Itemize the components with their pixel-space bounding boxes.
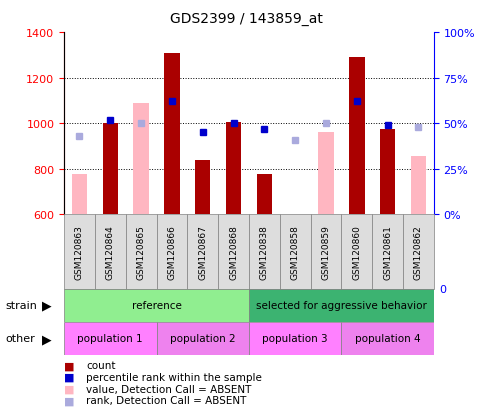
Bar [157,215,187,289]
Bar [134,104,149,215]
Text: population 4: population 4 [355,334,421,344]
Bar [311,215,341,289]
Text: GSM120859: GSM120859 [321,225,330,279]
Bar [380,130,395,215]
Text: ■: ■ [64,372,74,382]
Text: GSM120858: GSM120858 [291,225,300,279]
Text: GSM120867: GSM120867 [198,225,207,279]
Bar [64,322,157,355]
Text: ■: ■ [64,395,74,405]
Bar [280,215,311,289]
Text: GSM120860: GSM120860 [352,225,361,279]
Bar [95,215,126,289]
Text: count: count [86,361,116,370]
Bar [195,160,211,215]
Text: percentile rank within the sample: percentile rank within the sample [86,372,262,382]
Text: GSM120864: GSM120864 [106,225,115,279]
Text: population 2: population 2 [170,334,236,344]
Bar [126,215,157,289]
Text: ■: ■ [64,384,74,394]
Text: other: other [5,334,35,344]
Text: value, Detection Call = ABSENT: value, Detection Call = ABSENT [86,384,251,394]
Text: ■: ■ [64,361,74,370]
Bar [157,322,249,355]
Bar [341,322,434,355]
Bar [249,322,341,355]
Text: strain: strain [5,301,37,311]
Text: ▶: ▶ [42,332,52,345]
Bar [372,215,403,289]
Bar [72,175,87,215]
Bar [318,133,334,215]
Bar [164,54,179,215]
Text: GSM120863: GSM120863 [75,225,84,279]
Bar [187,215,218,289]
Text: selected for aggressive behavior: selected for aggressive behavior [256,301,427,311]
Bar [349,58,364,215]
Text: GSM120861: GSM120861 [383,225,392,279]
Bar [164,112,179,215]
Text: GSM120838: GSM120838 [260,225,269,279]
Text: reference: reference [132,301,181,311]
Text: GSM120868: GSM120868 [229,225,238,279]
Bar [257,175,272,215]
Text: ▶: ▶ [42,299,52,312]
Text: rank, Detection Call = ABSENT: rank, Detection Call = ABSENT [86,395,246,405]
Bar [249,289,434,322]
Text: population 3: population 3 [262,334,328,344]
Bar [226,123,241,215]
Text: GDS2399 / 143859_at: GDS2399 / 143859_at [170,12,323,26]
Bar [103,124,118,215]
Bar [411,157,426,215]
Text: population 1: population 1 [77,334,143,344]
Text: GSM120865: GSM120865 [137,225,145,279]
Bar [249,215,280,289]
Text: 0: 0 [439,284,446,294]
Text: GSM120866: GSM120866 [168,225,176,279]
Bar [64,215,95,289]
Bar [218,215,249,289]
Text: GSM120862: GSM120862 [414,225,423,279]
Bar [341,215,372,289]
Bar [403,215,434,289]
Bar [64,289,249,322]
